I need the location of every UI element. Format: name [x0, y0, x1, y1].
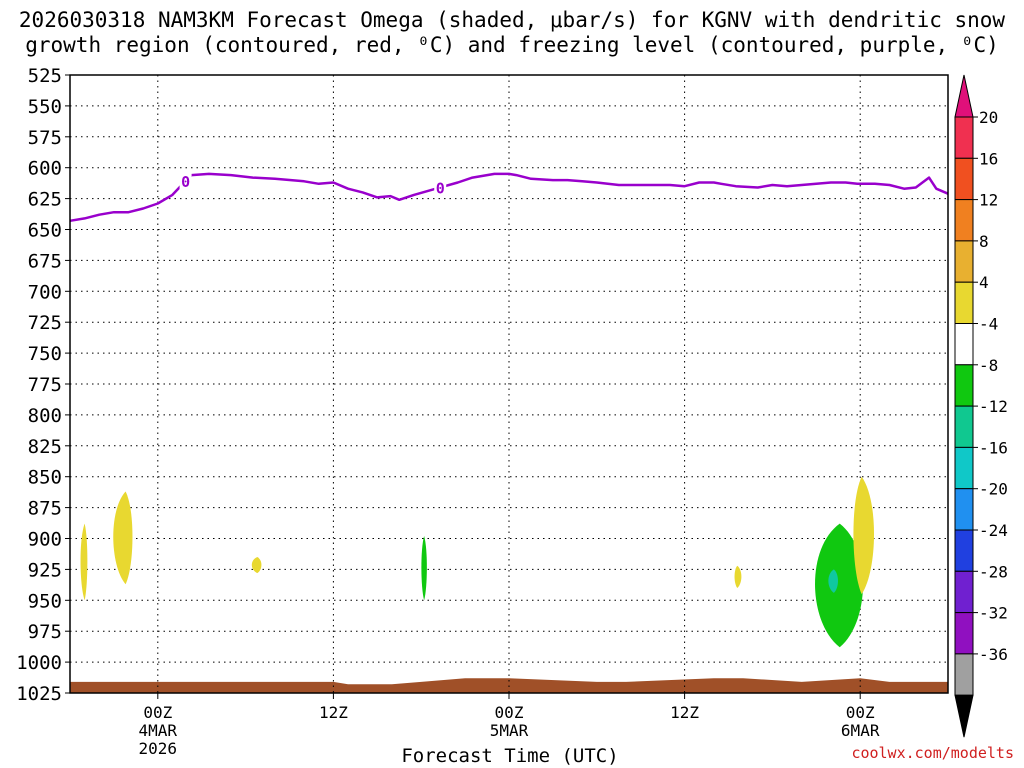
colorbar-arrow-top	[954, 74, 974, 118]
omega-region-0	[80, 523, 88, 601]
colorbar-swatch-13	[954, 653, 974, 696]
colorbar-swatch-2	[954, 199, 974, 242]
omega-region-2	[251, 557, 262, 574]
y-tick-label: 650	[28, 220, 62, 242]
y-tick-label: 1025	[16, 683, 62, 705]
omega-shading-layer	[80, 476, 875, 648]
colorbar-label: -4	[979, 315, 998, 334]
x-tick-label: 4MAR	[139, 721, 178, 740]
omega-region-4	[734, 565, 742, 588]
colorbar-swatch-9	[954, 488, 974, 531]
omega-region-3	[421, 536, 427, 601]
colorbar-label: -28	[979, 562, 1008, 581]
colorbar-label: 12	[979, 191, 998, 210]
y-tick-label: 550	[28, 96, 62, 118]
colorbar-arrow-bottom	[954, 694, 974, 738]
colorbar-label: -36	[979, 645, 1008, 664]
plot-frame	[69, 74, 949, 694]
colorbar-swatch-10	[954, 529, 974, 572]
axes-layer: 525 550 575 600 625 650 675 700 725 750 775 800 825 8…	[16, 65, 949, 758]
y-tick-label: 750	[28, 343, 62, 365]
x-tick-label: 12Z	[319, 703, 348, 722]
colorbar: 20 16 12 8 4 -4 -8 -12 -16 -20 -24 -28 -32 -36	[954, 74, 1008, 738]
colorbar-swatch-7	[954, 405, 974, 448]
y-tick-label: 775	[28, 374, 62, 396]
y-tick-label: 700	[28, 281, 62, 303]
x-tick-label: 6MAR	[841, 721, 880, 740]
y-tick-label: 825	[28, 436, 62, 458]
omega-region-6	[828, 569, 838, 593]
freezing-label-bg	[179, 173, 192, 190]
x-tick-label: 2026	[139, 739, 178, 758]
y-tick-label: 900	[28, 529, 62, 551]
x-tick-label: 00Z	[495, 703, 524, 722]
colorbar-swatch-5	[954, 323, 974, 366]
colorbar-label: -16	[979, 438, 1008, 457]
credit-text[interactable]: coolwx.com/modelts	[851, 744, 1014, 762]
omega-region-7	[853, 476, 875, 595]
x-tick-label: 00Z	[846, 703, 875, 722]
freezing-level-line	[69, 172, 949, 223]
y-tick-label: 925	[28, 559, 62, 581]
freezing-level-label: 0	[181, 173, 190, 191]
x-tick-label: 00Z	[143, 703, 172, 722]
colorbar-label: -12	[979, 397, 1008, 416]
y-tick-label: 525	[28, 65, 62, 87]
colorbar-label: 20	[979, 108, 998, 127]
y-tick-label: 625	[28, 189, 62, 211]
chart-title-line2: growth region (contoured, red, ⁰C) and f…	[25, 33, 999, 57]
colorbar-swatch-8	[954, 446, 974, 490]
y-tick-label: 675	[28, 250, 62, 272]
y-tick-label: 600	[28, 158, 62, 180]
y-tick-label: 725	[28, 312, 62, 334]
x-tick-label: 5MAR	[490, 721, 529, 740]
x-axis-label: Forecast Time (UTC)	[401, 745, 619, 767]
omega-region-5	[815, 523, 864, 648]
x-tick-label: 12Z	[670, 703, 699, 722]
colorbar-label: 8	[979, 232, 989, 251]
freezing-label-bg	[434, 179, 447, 196]
y-tick-label: 975	[28, 621, 62, 643]
y-tick-label: 875	[28, 498, 62, 520]
colorbar-swatch-12	[954, 612, 974, 655]
y-tick-label: 575	[28, 127, 62, 149]
y-tick-label: 800	[28, 405, 62, 427]
colorbar-swatch-6	[954, 364, 974, 407]
omega-region-1	[113, 491, 133, 585]
y-tick-label: 950	[28, 590, 62, 612]
freezing-level-label: 0	[436, 179, 445, 197]
y-tick-label: 1000	[16, 652, 62, 674]
colorbar-swatch-4	[954, 281, 974, 325]
chart-title-line1: 2026030318 NAM3KM Forecast Omega (shaded…	[18, 8, 1006, 32]
colorbar-label: 16	[979, 149, 998, 168]
colorbar-swatch-11	[954, 570, 974, 614]
colorbar-swatch-0	[954, 116, 974, 159]
colorbar-label: -8	[979, 356, 998, 375]
colorbar-label: -32	[979, 604, 1008, 623]
colorbar-label: -24	[979, 521, 1008, 540]
y-tick-label: 850	[28, 467, 62, 489]
colorbar-swatch-1	[954, 157, 974, 201]
colorbar-label: -20	[979, 480, 1008, 499]
colorbar-label: 4	[979, 273, 989, 292]
colorbar-swatch-3	[954, 240, 974, 283]
